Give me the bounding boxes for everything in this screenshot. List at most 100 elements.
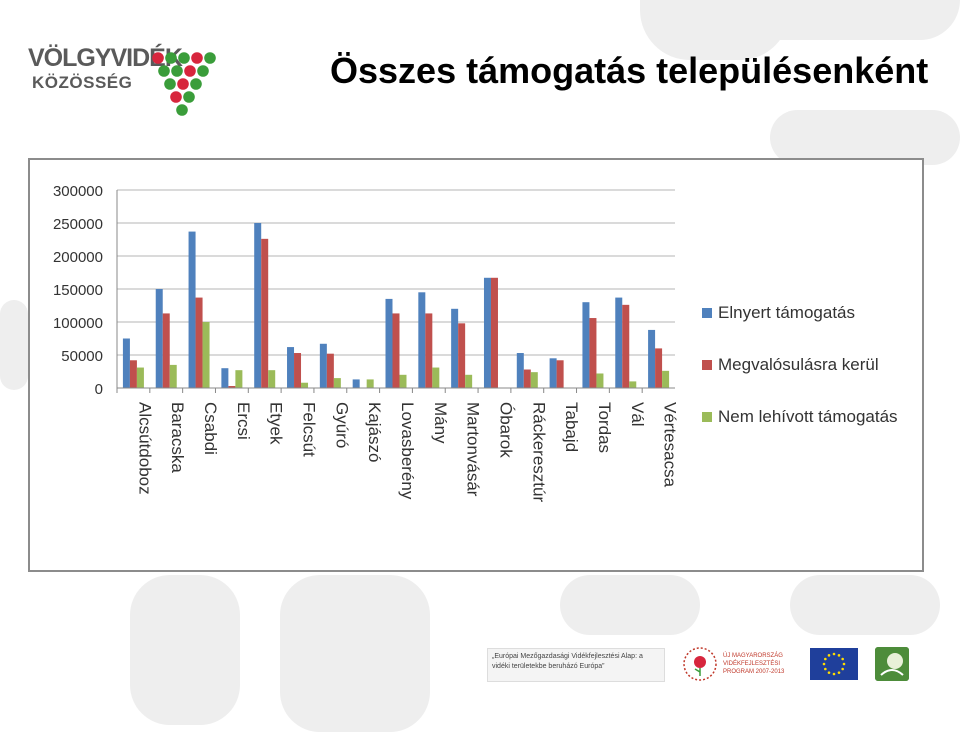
logo-dot <box>170 91 182 103</box>
page-title: Összes támogatás településenként <box>330 50 929 91</box>
bar <box>261 238 269 388</box>
eu-star <box>842 662 846 666</box>
eu-star <box>824 667 827 671</box>
x-tick-label: Felcsút <box>300 402 319 457</box>
logo-dot <box>184 65 196 77</box>
bar <box>202 322 210 388</box>
x-tick-label: Mány <box>431 402 450 444</box>
legend-swatch <box>702 412 712 422</box>
bar <box>483 277 491 388</box>
logo-dot <box>190 78 202 90</box>
bar <box>516 353 524 388</box>
x-tick-label: Alcsútdoboz <box>135 402 154 495</box>
sponsor-logos: „Európai Mezőgazdasági Vidékfejlesztési … <box>487 645 927 685</box>
bar <box>451 308 459 388</box>
bar <box>129 360 137 388</box>
bar <box>662 370 670 388</box>
bar-chart: 300000 250000 200000 150000 100000 50000 0 Alcs… <box>53 183 898 502</box>
rose-icon <box>683 647 717 681</box>
y-tick-label: 200000 <box>53 249 103 266</box>
eu-star <box>841 657 844 661</box>
bar <box>655 348 663 388</box>
bar <box>418 292 426 388</box>
bar <box>490 277 498 388</box>
bar <box>530 372 538 388</box>
eu-star <box>837 671 841 674</box>
bar <box>622 304 630 388</box>
x-tick-label: Ercsi <box>234 402 253 440</box>
eu-star <box>837 654 841 657</box>
bar <box>162 313 170 388</box>
bar <box>465 374 473 388</box>
y-tick-label: 250000 <box>53 216 103 233</box>
bar <box>366 379 374 388</box>
y-tick-label: 150000 <box>53 282 103 299</box>
logo-dot <box>177 78 189 90</box>
background-shape <box>700 0 960 40</box>
bar <box>221 368 229 388</box>
eu-star <box>832 652 836 656</box>
logo-dot <box>164 78 176 90</box>
background-shape <box>560 575 700 635</box>
bar <box>122 338 130 388</box>
bar <box>648 329 656 388</box>
x-tick-label: Vértesacsa <box>661 402 680 488</box>
bar <box>596 373 604 388</box>
bar <box>425 313 433 388</box>
bar <box>589 318 597 388</box>
legend-swatch <box>702 360 712 370</box>
bar <box>294 353 302 388</box>
logo-dot <box>178 52 190 64</box>
bar <box>287 347 295 388</box>
background-shape <box>790 575 940 635</box>
logo-dot <box>171 65 183 77</box>
chart-frame: 300000 250000 200000 150000 100000 50000 0 Alcs… <box>28 158 924 572</box>
bar <box>268 370 276 388</box>
background-shape <box>770 110 960 165</box>
bar <box>188 231 196 388</box>
legend-swatch <box>702 308 712 318</box>
legend-label: Nem lehívott támogatás <box>718 407 898 426</box>
logo-grape-icon <box>152 52 216 116</box>
background-shape <box>280 575 430 732</box>
background-shape <box>130 575 240 725</box>
bar <box>228 386 236 388</box>
logo-dot <box>197 65 209 77</box>
background-shape <box>0 300 28 390</box>
eu-star <box>822 662 826 666</box>
x-tick-label: Tabajd <box>562 402 581 452</box>
eu-star <box>827 671 831 674</box>
logo-dot <box>191 52 203 64</box>
x-tick-label: Csabdi <box>201 402 220 455</box>
uj-magyarorszag-text: ÚJ MAGYARORSZÁG VIDÉKFEJLESZTÉSI PROGRAM… <box>723 653 785 675</box>
x-tick-label: Etyek <box>267 402 286 445</box>
bar <box>523 369 531 388</box>
bar <box>629 381 637 388</box>
x-tick-label: Ráckeresztúr <box>529 402 548 502</box>
logo-dot <box>176 104 188 116</box>
bar <box>352 379 360 388</box>
bar <box>615 297 623 388</box>
x-tick-label: Gyúró <box>332 402 351 448</box>
bar <box>254 223 262 388</box>
logo-dot <box>183 91 195 103</box>
x-tick-label: Vál <box>628 402 647 427</box>
x-tick-label: Tordas <box>595 402 614 453</box>
logo-dot <box>158 65 170 77</box>
eafrd-text: „Európai Mezőgazdasági Vidékfejlesztési … <box>487 648 665 682</box>
bar <box>392 313 400 388</box>
bar <box>155 289 163 388</box>
x-tick-label: Kajászó <box>365 402 384 462</box>
logo-dot <box>204 52 216 64</box>
x-tick-label: Lovasberény <box>398 402 417 500</box>
x-tick-label: Baracska <box>168 402 187 473</box>
bar <box>399 374 407 388</box>
y-tick-label: 50000 <box>61 348 103 365</box>
logo-dot <box>152 52 164 64</box>
eu-star <box>827 654 831 657</box>
eu-star <box>832 672 836 676</box>
bar <box>549 358 557 388</box>
eu-star <box>824 657 827 661</box>
bar <box>169 364 177 388</box>
x-tick-label: Óbarok <box>496 402 515 458</box>
